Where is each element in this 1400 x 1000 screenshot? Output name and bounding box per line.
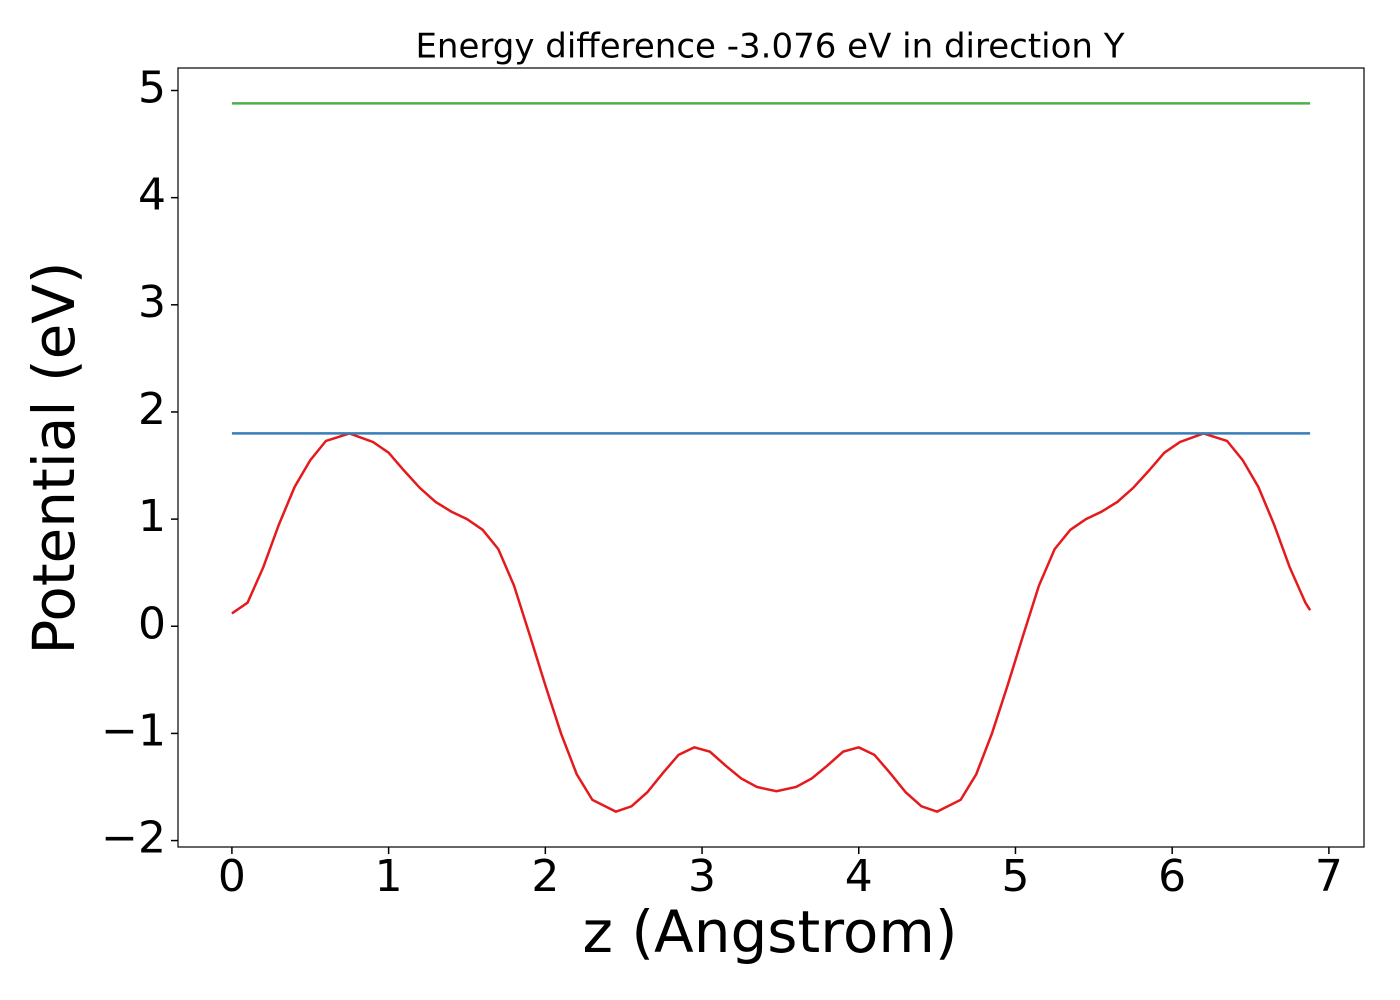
x-tick-label: 2: [531, 851, 559, 902]
x-tick-label: 3: [688, 851, 716, 902]
y-tick-label: 1: [138, 491, 166, 542]
x-axis-label: z (Angstrom): [583, 898, 958, 966]
x-tick-label: 5: [1001, 851, 1029, 902]
y-axis-label: Potential (eV): [20, 261, 88, 654]
x-tick-label: 6: [1158, 851, 1186, 902]
y-tick-label: −2: [101, 813, 166, 864]
y-tick-label: 0: [138, 598, 166, 649]
plot-frame: [177, 67, 1365, 848]
y-tick-label: 3: [138, 277, 166, 328]
series-line: [231, 432, 1312, 813]
y-tick-label: −1: [101, 705, 166, 756]
x-tick-label: 4: [845, 851, 873, 902]
x-tick-label: 7: [1315, 851, 1343, 902]
chart-title: Energy difference -3.076 eV in direction…: [415, 27, 1124, 67]
y-tick-label: 4: [138, 170, 166, 221]
x-tick-label: 1: [375, 851, 403, 902]
y-tick-label: 5: [138, 63, 166, 114]
x-tick-label: 0: [218, 851, 246, 902]
y-tick-label: 2: [138, 384, 166, 435]
